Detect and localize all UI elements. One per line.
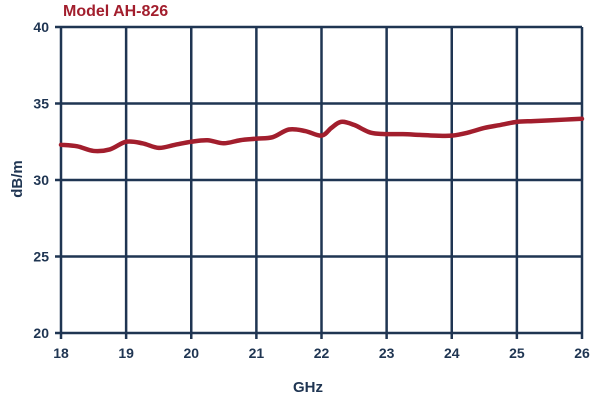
x-tick-label: 23 <box>379 345 395 361</box>
series-layer <box>58 116 585 154</box>
x-tick-label: 22 <box>314 345 330 361</box>
x-tick-label: 18 <box>53 345 69 361</box>
x-axis-title: GHz <box>293 379 323 396</box>
y-tick-label: 40 <box>33 19 49 35</box>
x-tick-label: 25 <box>509 345 525 361</box>
y-tick-label: 30 <box>33 172 49 188</box>
grid <box>55 25 584 339</box>
x-tick-label: 21 <box>249 345 265 361</box>
tick-labels: 18 19 20 21 22 23 24 25 26 20 25 30 35 40 <box>33 19 590 361</box>
series-line <box>58 116 585 154</box>
x-tick-label: 19 <box>118 345 134 361</box>
y-tick-label: 35 <box>33 96 49 112</box>
y-tick-label: 25 <box>33 249 49 265</box>
y-tick-label: 20 <box>33 325 49 341</box>
x-tick-label: 20 <box>183 345 199 361</box>
chart-title: Model AH-826 <box>63 3 168 20</box>
x-tick-label: 26 <box>574 345 590 361</box>
x-tick-label: 24 <box>444 345 460 361</box>
y-axis-title: dB/m <box>9 160 26 198</box>
